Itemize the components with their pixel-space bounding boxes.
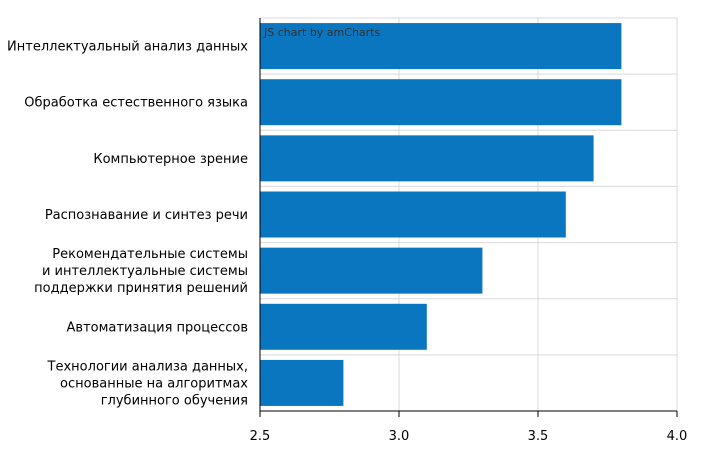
category-label-1: Обработка естественного языка <box>24 96 248 111</box>
category-label-layer: Интеллектуальный анализ данных Обработка … <box>7 40 248 409</box>
x-tick-label: 3.0 <box>389 429 410 444</box>
x-tick-label: 3.5 <box>528 429 549 444</box>
bar-4[interactable] <box>260 247 483 294</box>
x-tick-label: 2.5 <box>250 429 271 444</box>
x-tick-label: 4.0 <box>667 429 688 444</box>
category-label-0: Интеллектуальный анализ данных <box>7 40 248 55</box>
bar-6[interactable] <box>260 359 344 406</box>
bar-layer <box>260 23 622 406</box>
axis-layer: 2.5 3.0 3.5 4.0 <box>250 18 688 444</box>
category-label-line: Автоматизация процессов <box>67 320 248 335</box>
category-label-line: глубинного обучения <box>101 393 248 408</box>
bar-2[interactable] <box>260 135 594 182</box>
category-label-5: Автоматизация процессов <box>67 320 248 335</box>
category-label-line: Компьютерное зрение <box>93 152 248 167</box>
chart-credit[interactable]: JS chart by amCharts <box>263 26 380 39</box>
bar-3[interactable] <box>260 191 566 238</box>
category-label-3: Распознавание и синтез речи <box>45 208 248 223</box>
category-label-line: Рекомендательные системы <box>52 247 248 262</box>
bar-5[interactable] <box>260 303 427 350</box>
category-label-line: поддержки принятия решений <box>34 281 248 296</box>
category-label-2: Компьютерное зрение <box>93 152 248 167</box>
category-label-line: Распознавание и синтез речи <box>45 208 248 223</box>
category-label-6: Технологии анализа данных, основанные на … <box>47 359 249 408</box>
category-label-line: основанные на алгоритмах <box>60 376 248 391</box>
bar-0[interactable] <box>260 23 622 70</box>
category-label-line: Технологии анализа данных, <box>47 359 248 374</box>
category-label-line: и интеллектуальные системы <box>42 264 248 279</box>
category-label-4: Рекомендательные системы и интеллектуальн… <box>34 247 248 296</box>
bar-1[interactable] <box>260 79 622 126</box>
category-label-line: Обработка естественного языка <box>24 96 248 111</box>
category-label-line: Интеллектуальный анализ данных <box>7 40 248 55</box>
